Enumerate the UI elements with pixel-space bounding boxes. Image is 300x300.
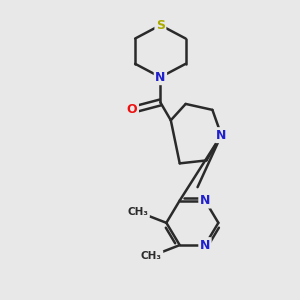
Text: CH₃: CH₃ <box>128 207 148 217</box>
Text: N: N <box>155 71 166 84</box>
Text: N: N <box>200 238 210 252</box>
Text: O: O <box>127 103 137 116</box>
Text: S: S <box>156 19 165 32</box>
Text: N: N <box>216 129 226 142</box>
Text: N: N <box>200 194 210 207</box>
Text: CH₃: CH₃ <box>141 251 162 261</box>
